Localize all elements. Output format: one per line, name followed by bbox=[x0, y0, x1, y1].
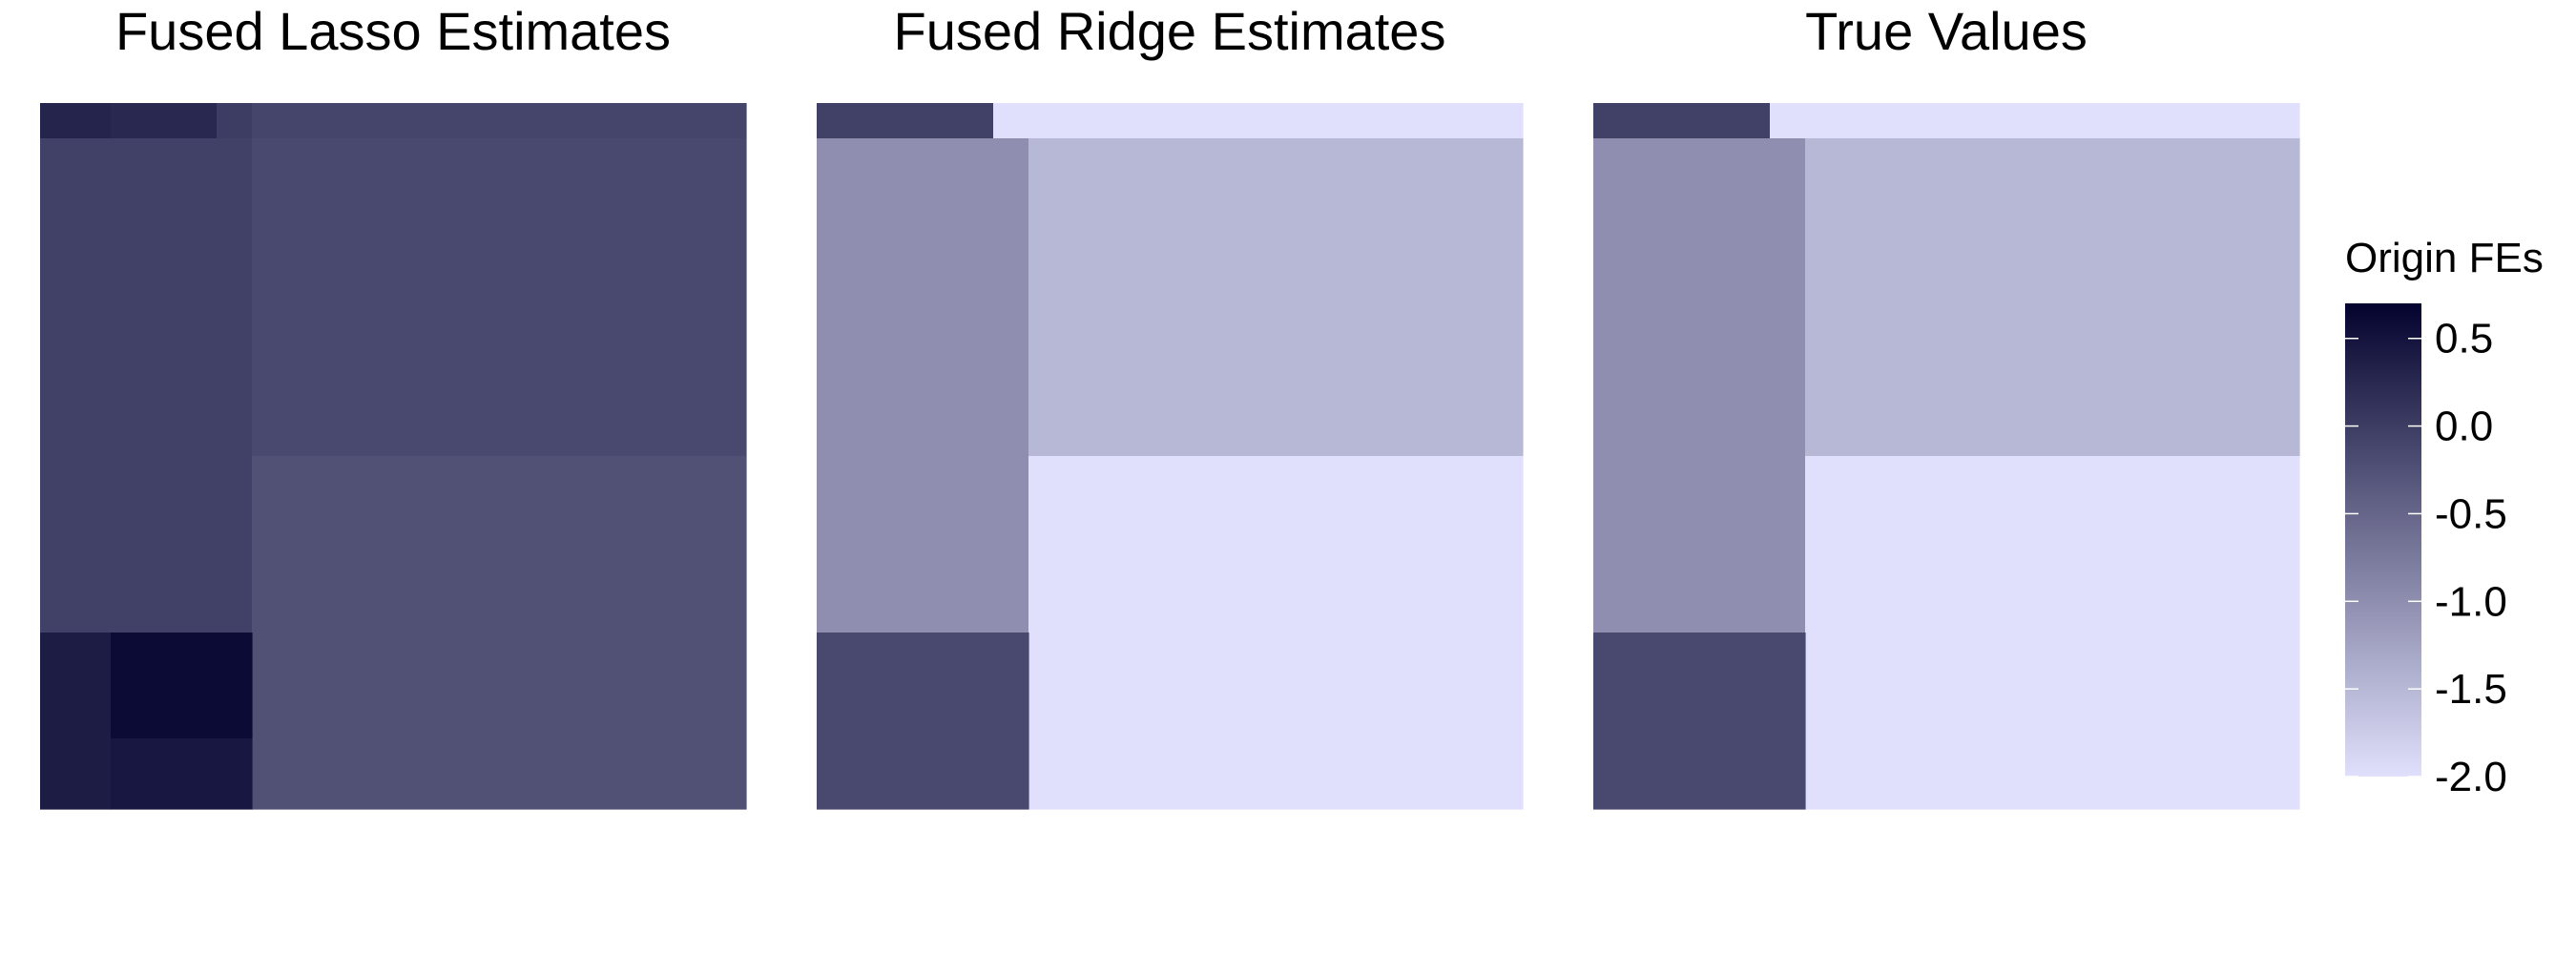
heatmap-cell-lasso-7 bbox=[40, 633, 112, 810]
legend-tick-label: 0.0 bbox=[2435, 404, 2493, 450]
heatmap-cell-lasso-5 bbox=[252, 138, 747, 457]
legend-tick-label: 0.5 bbox=[2435, 316, 2493, 363]
heatmap-cell-lasso-3 bbox=[252, 103, 747, 139]
panel-cells-true bbox=[1593, 103, 2300, 810]
heatmap-cell-true-3 bbox=[1805, 138, 2300, 457]
heatmap-cell-ridge-4 bbox=[1028, 456, 1524, 810]
heatmap-cell-true-4 bbox=[1805, 456, 2300, 810]
heatmap-cell-ridge-5 bbox=[817, 633, 1029, 810]
color-legend: Origin FEs 0.5 0.0 -0.5 -1.0 -1.5 -2.0 bbox=[2345, 235, 2544, 800]
heatmap-cell-lasso-9 bbox=[111, 738, 253, 810]
legend-ticks: 0.5 0.0 -0.5 -1.0 -1.5 -2.0 bbox=[2345, 316, 2507, 800]
heatmap-cell-ridge-0 bbox=[817, 103, 994, 139]
panel-cells-lasso bbox=[40, 103, 747, 810]
panel-title-ridge: Fused Ridge Estimates bbox=[894, 1, 1446, 61]
heatmap-cell-true-1 bbox=[1770, 103, 2300, 139]
panel-true: True Values bbox=[1593, 1, 2300, 810]
heatmap-cell-lasso-8 bbox=[111, 633, 253, 739]
legend-tick-label: -0.5 bbox=[2435, 490, 2507, 537]
heatmap-cell-ridge-3 bbox=[1028, 138, 1524, 457]
heatmap-cell-lasso-6 bbox=[252, 456, 747, 810]
heatmap-cell-ridge-1 bbox=[993, 103, 1524, 139]
heatmap-cell-ridge-2 bbox=[817, 138, 1029, 633]
panel-ridge: Fused Ridge Estimates bbox=[817, 1, 1524, 810]
panel-title-true: True Values bbox=[1805, 1, 2088, 61]
heatmap-cell-lasso-0 bbox=[40, 103, 112, 139]
heatmap-cell-true-2 bbox=[1593, 138, 1806, 633]
panel-title-lasso: Fused Lasso Estimates bbox=[115, 1, 671, 61]
heatmap-cell-true-5 bbox=[1593, 633, 1806, 810]
legend-tick-label: -2.0 bbox=[2435, 754, 2507, 800]
heatmap-cell-lasso-1 bbox=[111, 103, 218, 139]
panel-cells-ridge bbox=[817, 103, 1524, 810]
heatmap-cell-lasso-2 bbox=[217, 103, 253, 139]
legend-title: Origin FEs bbox=[2345, 235, 2544, 281]
legend-colorbar bbox=[2345, 303, 2421, 777]
heatmap-cell-true-0 bbox=[1593, 103, 1771, 139]
legend-tick-label: -1.0 bbox=[2435, 578, 2507, 625]
legend-tick-label: -1.5 bbox=[2435, 666, 2507, 713]
panel-lasso: Fused Lasso Estimates bbox=[40, 1, 747, 810]
heatmap-cell-lasso-4 bbox=[40, 138, 253, 633]
